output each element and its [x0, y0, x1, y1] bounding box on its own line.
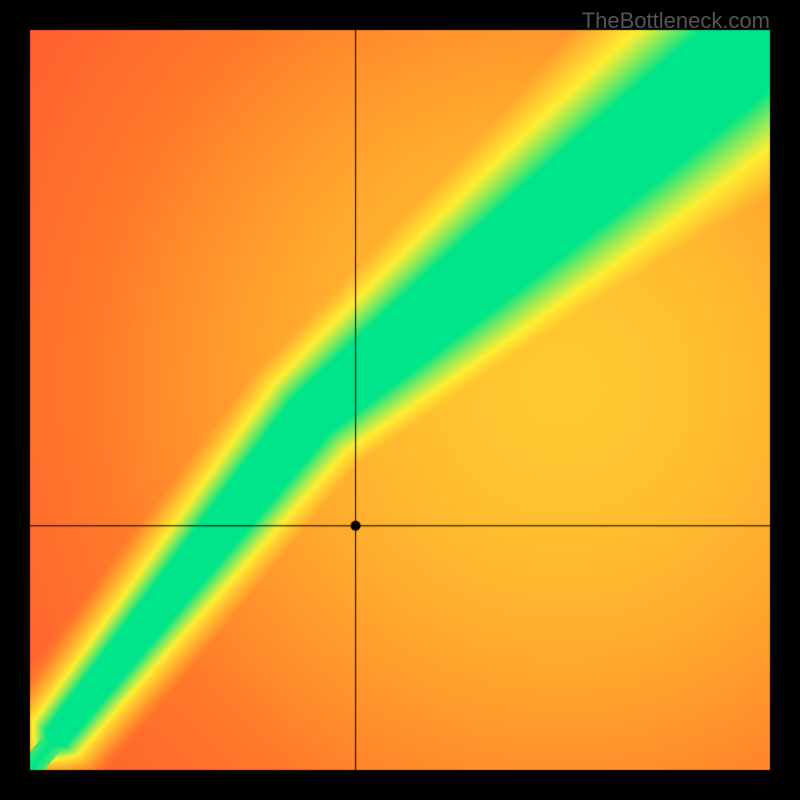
bottleneck-heatmap: [0, 0, 800, 800]
chart-container: TheBottleneck.com: [0, 0, 800, 800]
watermark-text: TheBottleneck.com: [582, 8, 770, 34]
